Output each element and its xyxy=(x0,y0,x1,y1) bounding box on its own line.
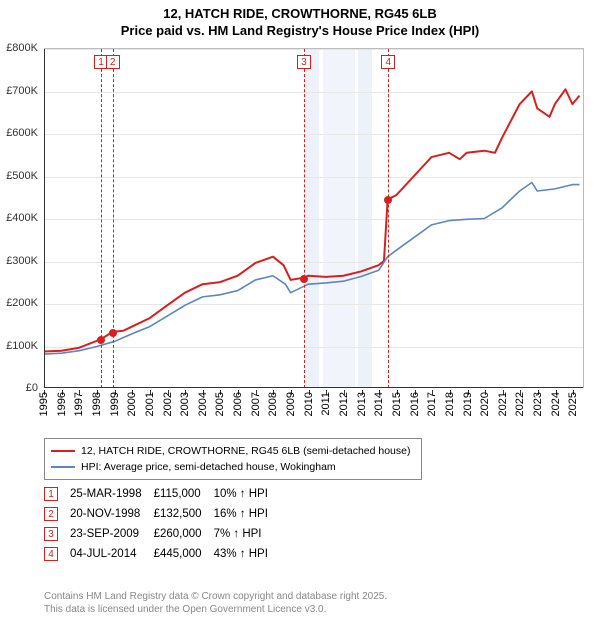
x-tick-label: 2009 xyxy=(285,392,297,416)
x-tick-label: 2011 xyxy=(320,392,332,416)
x-tick-label: 1995 xyxy=(38,392,50,416)
x-tick-label: 2015 xyxy=(391,392,403,416)
title-line1: 12, HATCH RIDE, CROWTHORNE, RG45 6LB xyxy=(0,6,600,23)
event-delta: 43% ↑ HPI xyxy=(214,544,280,564)
y-tick-label: £800K xyxy=(6,42,38,54)
plot-svg xyxy=(44,49,583,388)
footer-line1: Contains HM Land Registry data © Crown c… xyxy=(44,590,592,603)
event-date: 25-MAR-1998 xyxy=(70,484,154,504)
footer-line2: This data is licensed under the Open Gov… xyxy=(44,603,592,616)
series-property xyxy=(44,89,580,351)
legend-label: HPI: Average price, semi-detached house,… xyxy=(81,461,336,473)
event-marker: 2 xyxy=(44,507,58,521)
event-price: £260,000 xyxy=(154,524,214,544)
x-tick-label: 2006 xyxy=(232,392,244,416)
legend-swatch xyxy=(51,450,75,452)
legend-swatch xyxy=(51,466,75,468)
x-tick-label: 1999 xyxy=(109,392,121,416)
x-tick-label: 2008 xyxy=(267,392,279,416)
event-marker: 3 xyxy=(297,55,311,69)
x-tick-label: 1997 xyxy=(73,392,85,416)
event-date: 23-SEP-2009 xyxy=(70,524,154,544)
x-tick-label: 2016 xyxy=(409,392,421,416)
x-tick-label: 2021 xyxy=(497,392,509,416)
legend: 12, HATCH RIDE, CROWTHORNE, RG45 6LB (se… xyxy=(44,438,422,480)
x-tick-label: 2022 xyxy=(514,392,526,416)
x-tick-label: 2010 xyxy=(303,392,315,416)
event-delta: 16% ↑ HPI xyxy=(214,504,280,524)
x-tick-label: 2023 xyxy=(532,392,544,416)
x-tick-label: 2014 xyxy=(373,392,385,416)
y-tick-label: £500K xyxy=(6,170,38,182)
event-price: £445,000 xyxy=(154,544,214,564)
event-date: 04-JUL-2014 xyxy=(70,544,154,564)
x-tick-label: 2001 xyxy=(144,392,156,416)
y-tick-label: £200K xyxy=(6,297,38,309)
x-tick-label: 2025 xyxy=(567,392,579,416)
events-tbody: 1 25-MAR-1998£115,00010% ↑ HPI 2 20-NOV-199… xyxy=(44,484,280,564)
y-tick-label: £100K xyxy=(6,340,38,352)
event-row: 3 23-SEP-2009£260,0007% ↑ HPI xyxy=(44,524,280,544)
event-row: 1 25-MAR-1998£115,00010% ↑ HPI xyxy=(44,484,280,504)
x-tick-label: 2020 xyxy=(479,392,491,416)
event-vline xyxy=(113,49,114,388)
event-vline xyxy=(388,49,389,388)
series-hpi xyxy=(44,183,580,355)
legend-row: 12, HATCH RIDE, CROWTHORNE, RG45 6LB (se… xyxy=(51,443,415,459)
x-tick-label: 2013 xyxy=(356,392,368,416)
x-tick-label: 2004 xyxy=(197,392,209,416)
x-axis-labels: 1995199619971998199920002001200220032004… xyxy=(44,390,584,440)
x-tick-label: 2018 xyxy=(444,392,456,416)
y-axis-line xyxy=(44,49,45,388)
event-delta: 7% ↑ HPI xyxy=(214,524,280,544)
x-tick-label: 2017 xyxy=(426,392,438,416)
event-date: 20-NOV-1998 xyxy=(70,504,154,524)
event-vline xyxy=(101,49,102,388)
x-tick-label: 1996 xyxy=(56,392,68,416)
y-tick-label: £300K xyxy=(6,255,38,267)
event-marker: 3 xyxy=(44,527,58,541)
event-vline xyxy=(304,49,305,388)
title-line2: Price paid vs. HM Land Registry's House … xyxy=(0,23,600,40)
event-price: £115,000 xyxy=(154,484,214,504)
event-marker: 2 xyxy=(106,55,120,69)
event-marker: 4 xyxy=(381,55,395,69)
x-tick-label: 2000 xyxy=(126,392,138,416)
y-tick-label: £400K xyxy=(6,212,38,224)
price-chart: 1234 xyxy=(44,48,584,388)
x-tick-label: 2019 xyxy=(462,392,474,416)
x-axis-line xyxy=(44,387,583,388)
legend-row: HPI: Average price, semi-detached house,… xyxy=(51,459,415,475)
x-tick-label: 2012 xyxy=(338,392,350,416)
event-row: 2 20-NOV-1998£132,50016% ↑ HPI xyxy=(44,504,280,524)
legend-label: 12, HATCH RIDE, CROWTHORNE, RG45 6LB (se… xyxy=(81,445,410,457)
x-tick-label: 2002 xyxy=(162,392,174,416)
event-marker: 4 xyxy=(44,547,58,561)
event-marker: 1 xyxy=(44,487,58,501)
x-tick-label: 1998 xyxy=(91,392,103,416)
y-tick-label: £700K xyxy=(6,85,38,97)
x-tick-label: 2024 xyxy=(550,392,562,416)
event-delta: 10% ↑ HPI xyxy=(214,484,280,504)
x-tick-label: 2007 xyxy=(250,392,262,416)
y-tick-label: £0 xyxy=(26,382,38,394)
events-table: 1 25-MAR-1998£115,00010% ↑ HPI 2 20-NOV-199… xyxy=(44,484,584,564)
x-tick-label: 2005 xyxy=(214,392,226,416)
y-axis-labels: £0£100K£200K£300K£400K£500K£600K£700K£80… xyxy=(0,48,40,388)
y-tick-label: £600K xyxy=(6,127,38,139)
event-row: 4 04-JUL-2014£445,00043% ↑ HPI xyxy=(44,544,280,564)
x-tick-label: 2003 xyxy=(179,392,191,416)
chart-title: 12, HATCH RIDE, CROWTHORNE, RG45 6LB Pri… xyxy=(0,0,600,40)
license-footer: Contains HM Land Registry data © Crown c… xyxy=(44,590,592,616)
event-price: £132,500 xyxy=(154,504,214,524)
